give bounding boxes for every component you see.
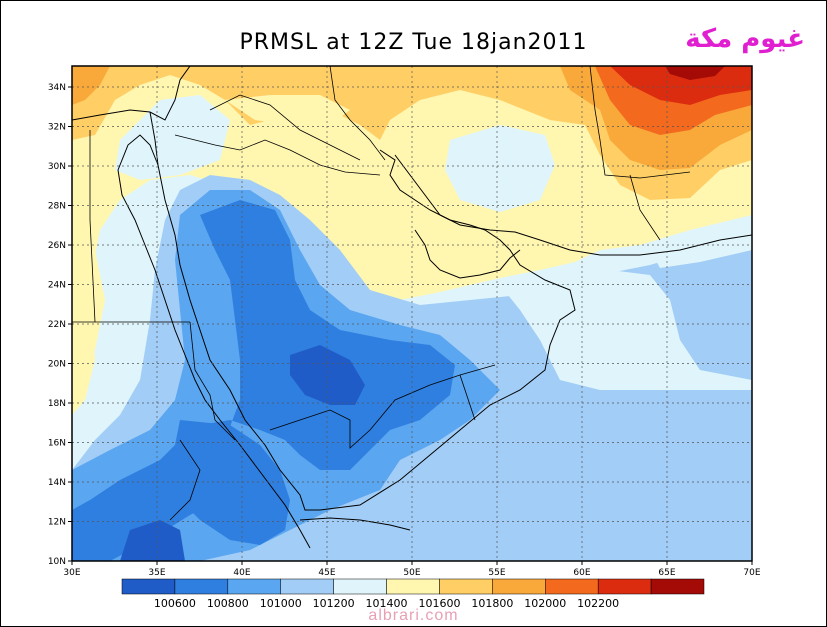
- colorbar-swatch: [280, 578, 334, 595]
- colorbar-label: 102200: [577, 597, 619, 610]
- lat-label: 20N: [48, 360, 66, 370]
- ethiopia-border: [169, 439, 201, 521]
- iran-coast: [394, 154, 752, 256]
- field-101400-oman: [500, 270, 752, 390]
- lat-label: 14N: [48, 478, 66, 488]
- colorbar-label: 100800: [207, 597, 249, 610]
- footer-watermark: albrari.com: [368, 607, 459, 624]
- field-101600-west: [72, 240, 105, 400]
- field-102000-west: [72, 66, 110, 105]
- colorbar-label: 102000: [524, 597, 566, 610]
- borders: [72, 66, 691, 521]
- lon-labels: 30E 35E 40E 45E 50E 55E 60E 65E 70E: [63, 561, 761, 578]
- colorbar-label: 101800: [471, 597, 513, 610]
- field-101400-pocket: [445, 125, 555, 212]
- coastlines: [72, 66, 752, 549]
- iran-afghan-border: [589, 66, 691, 179]
- gulf-qatar: [414, 229, 521, 279]
- lat-label: 30N: [48, 162, 66, 172]
- colorbar-swatch: [227, 578, 281, 595]
- lat-label: 26N: [48, 241, 66, 251]
- colorbar-swatch: [492, 578, 546, 595]
- lat-label: 16N: [48, 439, 66, 449]
- field-102600: [665, 66, 725, 80]
- lon-label: 35E: [148, 568, 165, 578]
- grid: [72, 66, 752, 561]
- lat-label: 22N: [48, 320, 66, 330]
- red-sea-arabia-coast: [157, 149, 576, 511]
- iraq-border: [209, 94, 361, 161]
- lat-label: 18N: [48, 399, 66, 409]
- lat-label: 28N: [48, 202, 66, 212]
- colorbar-swatch: [597, 578, 652, 595]
- lat-label: 10N: [48, 557, 66, 567]
- field-101400-levant: [115, 95, 230, 180]
- colorbar-swatch: [174, 578, 229, 595]
- lon-label: 60E: [573, 568, 590, 578]
- lon-label: 55E: [488, 568, 505, 578]
- field-100800: [72, 200, 455, 561]
- sinai-coast: [117, 111, 159, 171]
- egypt-libya-border: [89, 130, 96, 323]
- africa-coast: [117, 169, 311, 549]
- colorbar-swatch: [650, 578, 705, 595]
- lon-label: 40E: [233, 568, 250, 578]
- oman-border: [459, 374, 476, 421]
- yemen-border: [269, 364, 496, 449]
- field-100600: [290, 345, 365, 405]
- brand-text: غيوم مكة: [685, 24, 805, 54]
- lat-label: 34N: [48, 83, 66, 93]
- field-101400-east: [650, 230, 752, 268]
- mediterranean-coast: [72, 66, 191, 121]
- colorbar-label: 101200: [313, 597, 355, 610]
- colorbar-swatch: [386, 578, 440, 595]
- gulf-of-aden-coast: [299, 517, 411, 531]
- colorbar-swatch: [333, 578, 387, 595]
- field-102400: [610, 66, 752, 105]
- pressure-field: [72, 66, 752, 561]
- lon-label: 45E: [318, 568, 335, 578]
- iran-iraq-border: [329, 66, 386, 161]
- lat-label: 12N: [48, 518, 66, 528]
- lon-label: 65E: [658, 568, 675, 578]
- lon-label: 30E: [63, 568, 80, 578]
- africa-internal-border: [189, 321, 236, 441]
- field-100800-sw: [170, 420, 290, 545]
- field-100600-sw: [120, 520, 185, 561]
- colorbar-label: 101400: [366, 597, 408, 610]
- lat-label: 32N: [48, 123, 66, 133]
- colorbar-swatch: [121, 578, 176, 595]
- field-101600-syria: [225, 95, 350, 125]
- map-title: PRMSL at 12Z Tue 18jan2011: [239, 30, 588, 55]
- colorbar-label: 100600: [154, 597, 196, 610]
- lon-label: 50E: [403, 568, 420, 578]
- colorbar-swatch: [439, 578, 493, 595]
- lat-labels: 34N 32N 30N 28N 26N 24N 22N 20N 18N 16N 14N 12N 10N: [48, 83, 72, 567]
- colorbar-label: 101600: [418, 597, 460, 610]
- field-101600: [72, 66, 752, 415]
- colorbar: 100600 100800 101000 101200 101400 101600 1018…: [121, 578, 705, 610]
- lat-label: 24N: [48, 281, 66, 291]
- pakistan-border: [629, 174, 661, 241]
- colorbar-swatch: [545, 578, 599, 595]
- lon-label: 70E: [743, 568, 760, 578]
- saudi-border: [174, 134, 381, 176]
- colorbar-label: 101000: [260, 597, 302, 610]
